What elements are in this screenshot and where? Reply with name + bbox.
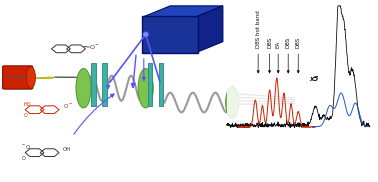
FancyBboxPatch shape — [147, 63, 152, 106]
Ellipse shape — [76, 69, 91, 108]
FancyBboxPatch shape — [102, 63, 107, 106]
Text: O$^-$: O$^-$ — [63, 102, 73, 110]
Ellipse shape — [143, 32, 149, 37]
Text: $^-$O: $^-$O — [22, 143, 32, 151]
FancyBboxPatch shape — [3, 66, 33, 89]
Text: x5: x5 — [310, 76, 319, 82]
Text: DBS: DBS — [286, 37, 291, 73]
FancyBboxPatch shape — [91, 63, 96, 106]
Text: DBS: DBS — [296, 37, 301, 73]
Text: OH: OH — [63, 147, 71, 152]
Text: O: O — [22, 156, 25, 161]
Text: DBS hot band: DBS hot band — [256, 11, 261, 73]
Text: EA: EA — [276, 41, 281, 73]
Ellipse shape — [226, 86, 239, 119]
Text: HO: HO — [23, 102, 31, 107]
FancyBboxPatch shape — [142, 16, 198, 53]
Text: O$^-$: O$^-$ — [89, 43, 100, 51]
Text: DBS: DBS — [267, 37, 272, 73]
Polygon shape — [144, 6, 223, 17]
Ellipse shape — [26, 67, 36, 88]
Ellipse shape — [138, 69, 153, 108]
FancyBboxPatch shape — [227, 6, 370, 128]
Text: O: O — [23, 113, 27, 118]
Polygon shape — [197, 6, 223, 52]
FancyBboxPatch shape — [159, 63, 163, 106]
Polygon shape — [31, 77, 55, 79]
